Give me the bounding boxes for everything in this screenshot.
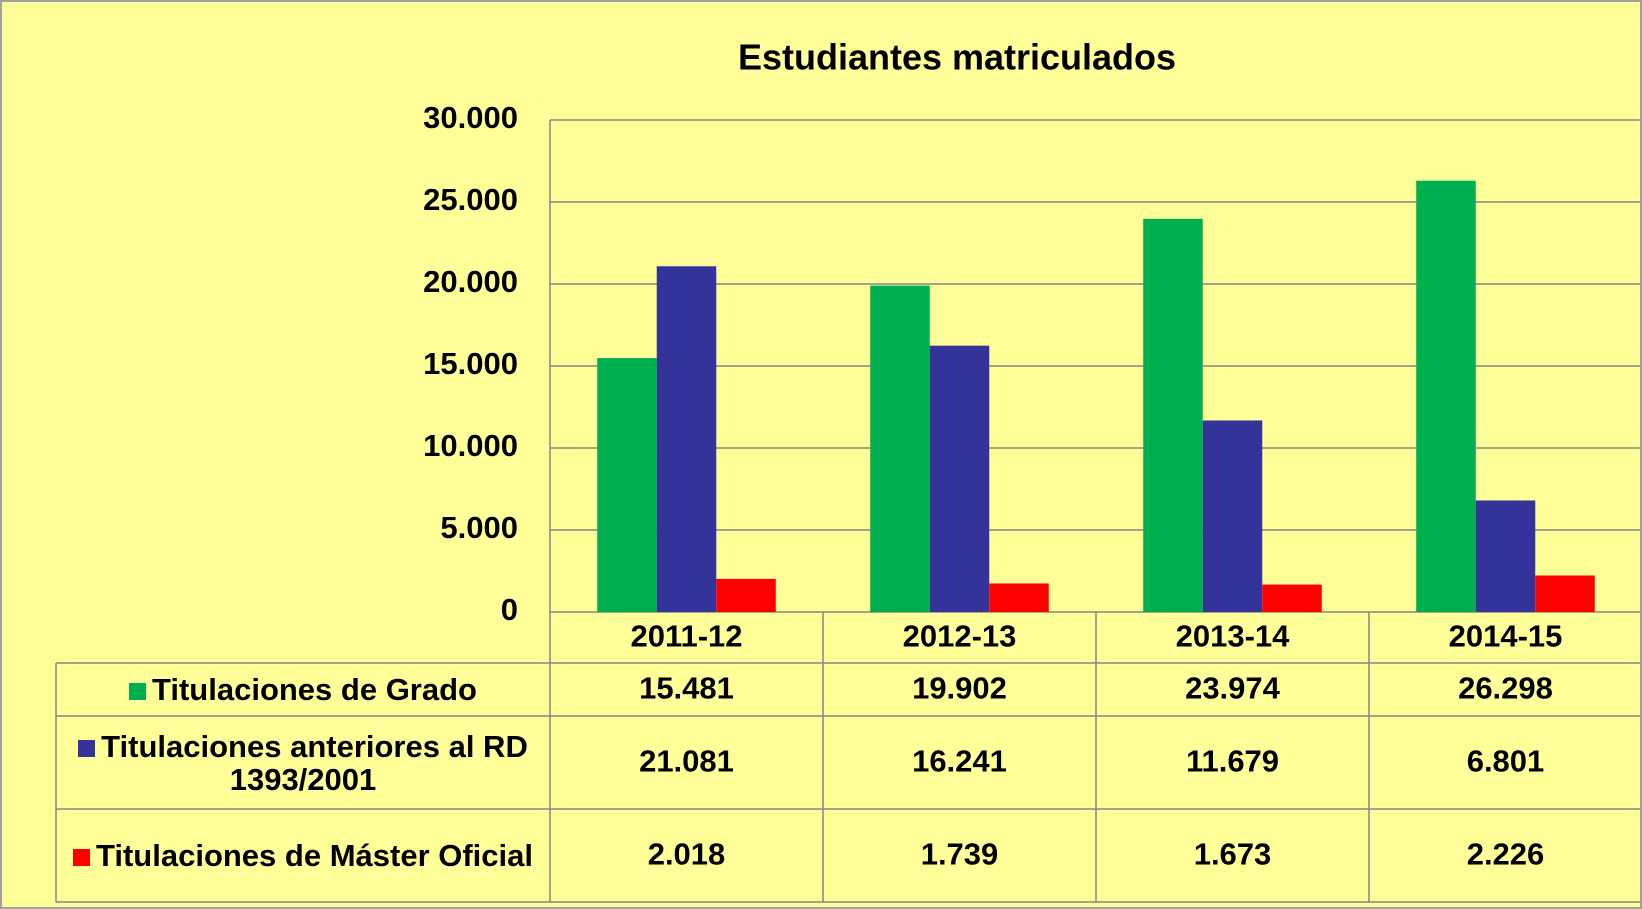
table-value: 23.974 <box>1185 671 1281 706</box>
legend-label: Titulaciones de Máster Oficial <box>95 838 533 873</box>
legend-item: Titulaciones de Grado <box>56 663 550 716</box>
table-value: 1.673 <box>1194 837 1272 872</box>
bar <box>597 358 657 612</box>
legend-item: Titulaciones anteriores al RD 1393/2001 <box>56 716 550 809</box>
y-tick-label: 20.000 <box>423 264 518 299</box>
legend-entry: Titulaciones anteriores al RD 1393/2001 <box>60 730 546 796</box>
table-value: 6.801 <box>1467 744 1545 779</box>
bar <box>1143 218 1203 612</box>
table-value: 1.739 <box>921 837 999 872</box>
y-tick-label: 30.000 <box>423 100 518 135</box>
table-value: 21.081 <box>639 744 734 779</box>
table-value: 2.226 <box>1467 837 1545 872</box>
bar <box>1416 180 1476 612</box>
bar <box>716 578 776 612</box>
y-tick-label: 5.000 <box>440 510 518 545</box>
bar <box>989 583 1049 612</box>
legend-item: Titulaciones de Máster Oficial <box>56 809 550 902</box>
bar <box>1202 420 1263 612</box>
chart-title: Estudiantes matriculados <box>738 37 1176 78</box>
bar <box>1475 500 1536 612</box>
x-tick-label: 2014-15 <box>1449 619 1563 654</box>
x-tick-label: 2012-13 <box>903 619 1017 654</box>
bar <box>1262 584 1322 612</box>
x-tick-label: 2011-12 <box>630 619 742 654</box>
legend-swatch <box>128 683 146 701</box>
bar <box>656 266 717 612</box>
legend-label: Titulaciones de Grado <box>151 672 477 707</box>
x-tick-label: 2013-14 <box>1176 619 1291 654</box>
table-value: 19.902 <box>912 671 1007 706</box>
y-tick-label: 25.000 <box>423 182 518 217</box>
table-value: 15.481 <box>639 671 734 706</box>
table-value: 2.018 <box>648 837 726 872</box>
y-tick-label: 0 <box>501 592 518 627</box>
bar <box>870 285 930 612</box>
y-tick-label: 15.000 <box>423 346 518 381</box>
table-value: 11.679 <box>1186 744 1279 779</box>
legend-entry: Titulaciones de Máster Oficial <box>72 838 533 873</box>
bar <box>929 345 990 612</box>
legend-swatch <box>78 739 96 757</box>
legend-swatch <box>72 849 90 867</box>
bar <box>1535 575 1595 612</box>
legend-label: Titulaciones anteriores al RD 1393/2001 <box>101 728 528 797</box>
table-value: 26.298 <box>1458 671 1553 706</box>
y-tick-label: 10.000 <box>423 428 518 463</box>
legend-entry: Titulaciones de Grado <box>128 672 477 707</box>
table-value: 16.241 <box>912 744 1007 779</box>
